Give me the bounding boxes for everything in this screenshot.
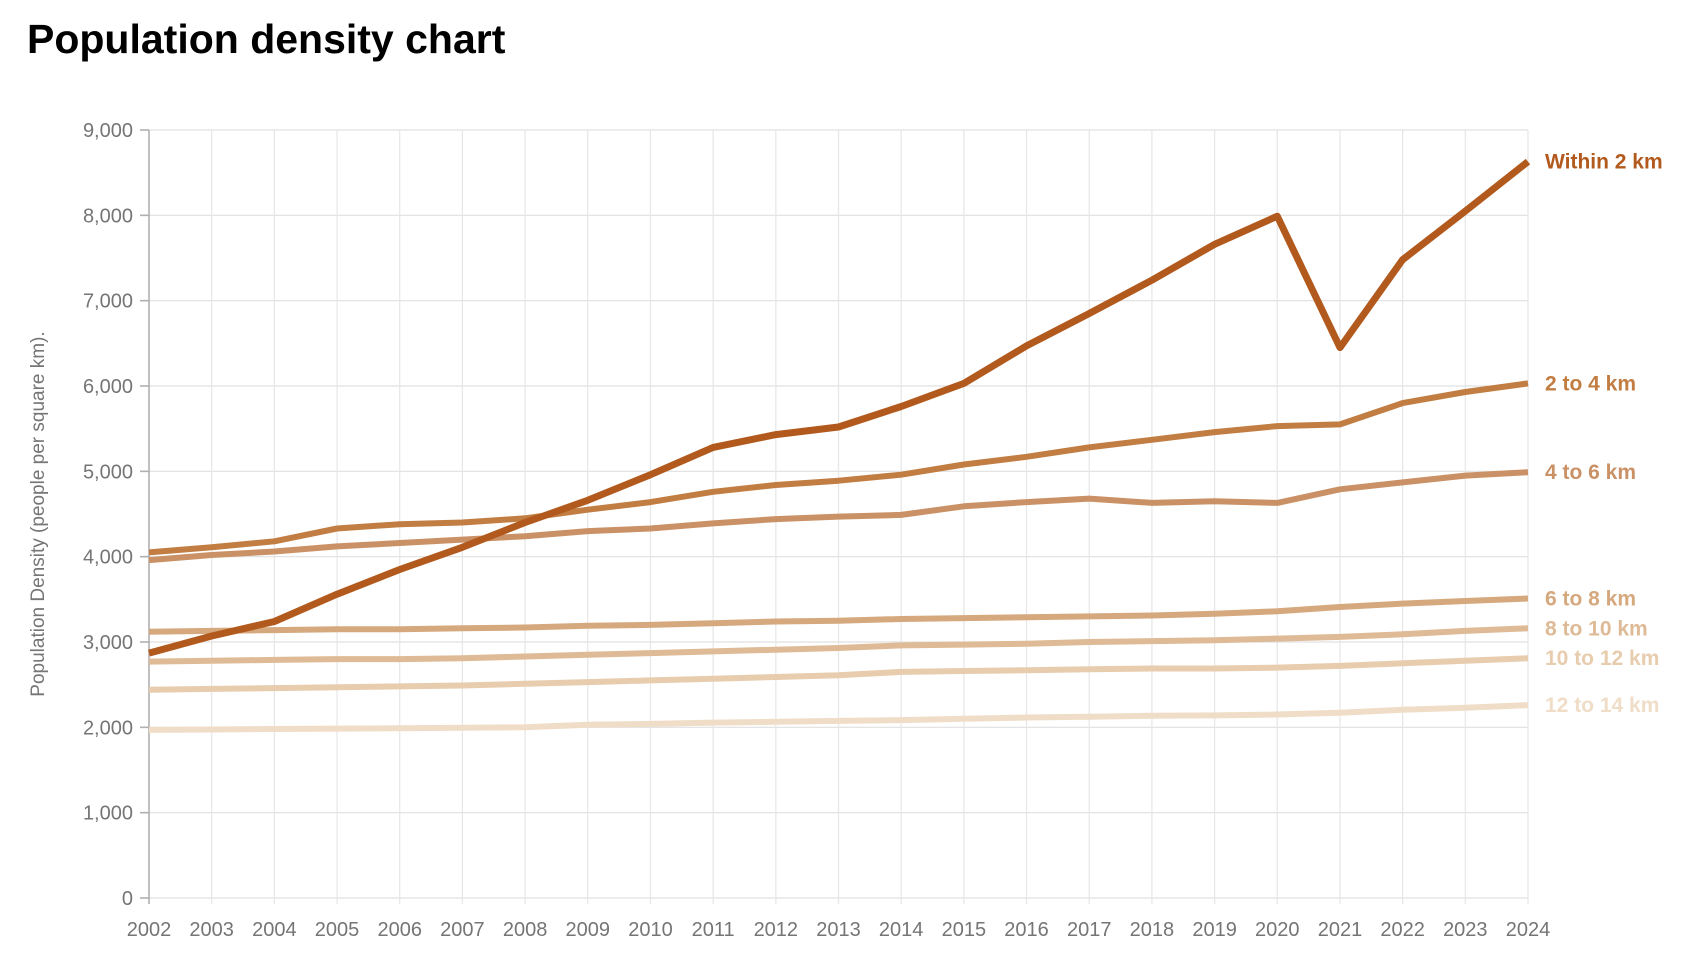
x-tick-label: 2005: [315, 919, 360, 941]
x-tick-label: 2006: [377, 919, 422, 941]
x-tick-label: 2002: [127, 919, 172, 941]
x-tick-label: 2014: [879, 919, 924, 941]
x-tick-label: 2022: [1380, 919, 1425, 941]
x-tick-label: 2012: [754, 919, 799, 941]
x-tick-label: 2017: [1067, 919, 1112, 941]
y-tick-label: 6,000: [83, 376, 133, 398]
series-label-2-to-4-km: 2 to 4 km: [1545, 372, 1636, 395]
y-tick-label: 9,000: [83, 120, 133, 142]
y-tick-label: 8,000: [83, 205, 133, 227]
series-label-12-to-14-km: 12 to 14 km: [1545, 694, 1659, 717]
x-tick-label: 2021: [1318, 919, 1363, 941]
x-tick-label: 2010: [628, 919, 673, 941]
y-axis-title: Population Density (people per square km…: [28, 331, 49, 696]
series-label-within-2-km: Within 2 km: [1545, 151, 1663, 174]
x-tick-label: 2011: [692, 919, 735, 941]
y-tick-label: 1,000: [83, 803, 133, 825]
series-line-2-to-4-km: [148, 380, 1529, 556]
series-label-6-to-8-km: 6 to 8 km: [1545, 587, 1636, 610]
x-tick-label: 2018: [1130, 919, 1175, 941]
series-label-10-to-12-km: 10 to 12 km: [1545, 647, 1659, 670]
x-tick-label: 2015: [942, 919, 987, 941]
x-tick-label: 2003: [189, 919, 234, 941]
y-tick-label: 7,000: [83, 291, 133, 313]
x-tick-label: 2024: [1506, 919, 1551, 941]
series-line-12-to-14-km: [148, 702, 1529, 733]
x-tick-label: 2007: [440, 919, 485, 941]
y-tick-label: 5,000: [83, 461, 133, 483]
series-line-8-to-10-km: [148, 625, 1529, 665]
y-tick-label: 2,000: [83, 717, 133, 739]
series-line-within-2-km: [148, 158, 1531, 657]
x-tick-label: 2023: [1443, 919, 1488, 941]
x-tick-label: 2020: [1255, 919, 1300, 941]
x-tick-label: 2016: [1004, 919, 1049, 941]
series-label-4-to-6-km: 4 to 6 km: [1545, 461, 1636, 484]
x-tick-label: 2013: [816, 919, 861, 941]
y-tick-label: 4,000: [83, 547, 133, 569]
series-line-6-to-8-km: [148, 595, 1529, 635]
series-line-4-to-6-km: [148, 469, 1529, 564]
x-tick-label: 2019: [1192, 919, 1237, 941]
x-tick-label: 2009: [566, 919, 611, 941]
y-tick-label: 0: [122, 888, 133, 910]
x-tick-label: 2004: [252, 919, 297, 941]
series-label-8-to-10-km: 8 to 10 km: [1545, 617, 1648, 640]
x-tick-label: 2008: [503, 919, 548, 941]
series-line-10-to-12-km: [148, 655, 1529, 693]
y-tick-label: 3,000: [83, 632, 133, 654]
chart-title: Population density chart: [27, 16, 506, 62]
